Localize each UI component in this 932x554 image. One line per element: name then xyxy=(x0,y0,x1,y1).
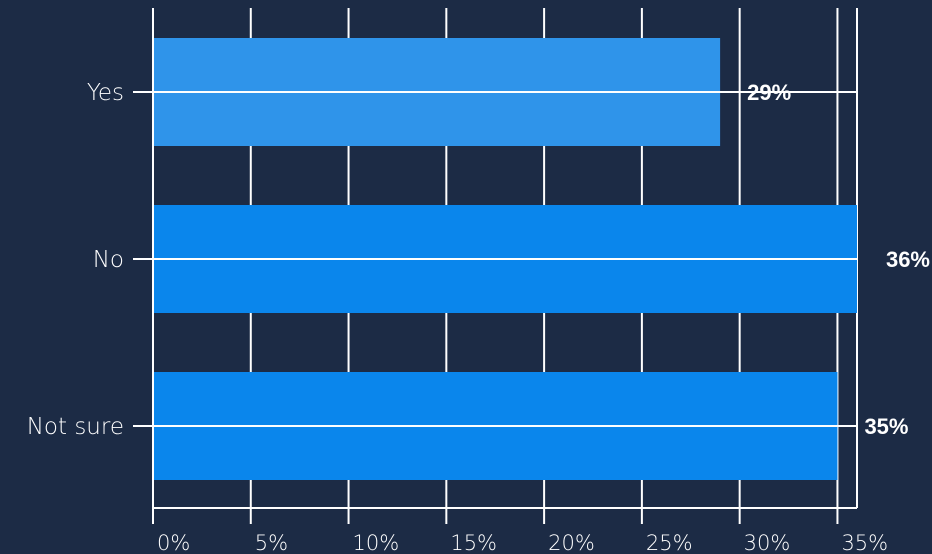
x-tick-label-5: 25% xyxy=(646,531,693,554)
data-label-0: 29% xyxy=(747,80,791,105)
category-label-1: No xyxy=(93,247,124,273)
axes xyxy=(133,8,857,524)
category-label-2: Not sure xyxy=(27,414,124,440)
x-tick-label-0: 0% xyxy=(157,531,190,554)
category-label-0: Yes xyxy=(87,80,124,106)
category-gridlines xyxy=(153,91,857,427)
labels: Yes 29% No 36% Not sure 35% 0% 5% 10% 15% 20% 25% 30… xyxy=(27,80,930,554)
x-tick-label-6: 30% xyxy=(744,531,791,554)
data-label-1: 36% xyxy=(886,247,930,272)
x-tick-label-7: 35% xyxy=(841,531,888,554)
data-label-2: 35% xyxy=(864,414,908,439)
x-tick-label-1: 5% xyxy=(255,531,288,554)
x-tick-label-3: 15% xyxy=(450,531,497,554)
x-tick-label-2: 10% xyxy=(353,531,400,554)
x-tick-label-4: 20% xyxy=(548,531,595,554)
